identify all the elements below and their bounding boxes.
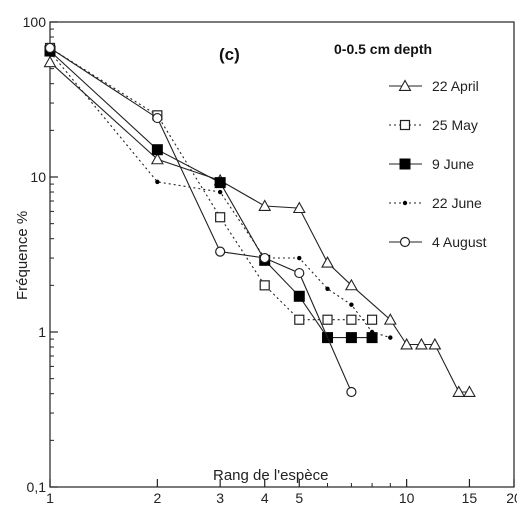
data-point [346,314,357,325]
series-1 [43,55,476,397]
data-point [43,55,57,68]
data-point [400,337,414,350]
data-point [258,199,272,211]
legend-marker [399,158,411,170]
data-point [294,267,305,279]
y-tick-label: 0,1 [27,479,47,495]
series-5 [44,42,357,398]
y-tick-label: 1 [38,324,46,340]
data-point [452,385,466,397]
data-point [349,302,354,307]
data-point [322,314,333,325]
data-point [366,314,378,325]
data-point [388,335,393,340]
legend: 22 April 25 May 9 June 22 June 4 August [389,78,487,250]
data-point [215,246,226,257]
data-point [344,278,358,291]
data-point [215,212,226,223]
series-layer [43,42,476,398]
data-point [217,189,223,195]
data-point [294,314,305,325]
series-2 [44,42,378,325]
legend-marker [399,119,411,131]
legend-marker [402,200,408,206]
data-point [297,255,302,261]
y-tick-label: 10 [30,169,46,185]
data-point [152,112,163,124]
legend-label: 4 August [432,234,487,250]
legend-label: 25 May [432,117,478,133]
legend-marker [399,236,411,248]
data-point [383,313,397,325]
series-line [49,47,373,321]
y-tick-label: 100 [23,14,47,30]
x-tick-label: 2 [153,490,161,506]
data-point [345,332,357,344]
data-point [292,201,306,214]
data-point [428,337,442,350]
legend-label: 9 June [432,156,474,172]
data-point [463,385,476,397]
panel-label: (c) [219,45,240,64]
data-point [150,152,164,165]
data-point [293,290,305,302]
series-line [49,50,373,339]
series-line [49,47,352,393]
data-point [346,386,357,398]
x-tick-label: 20 [506,490,517,506]
data-point [259,280,270,291]
x-tick-label: 5 [295,490,303,506]
chart-heading: 0-0.5 cm depth [334,41,432,57]
data-point [414,337,428,350]
data-point [214,177,226,189]
plot-frame [49,21,515,488]
legend-marker [398,79,412,91]
series-4 [47,49,393,340]
data-point [44,42,56,54]
x-axis-ticks: 1 2 3 4 5 10 15 20 [46,479,517,506]
data-point [321,256,334,268]
x-tick-label: 1 [46,490,54,506]
x-tick-label: 3 [216,490,224,506]
data-point [155,179,160,185]
series-3 [44,45,378,344]
series-line [49,51,391,339]
data-point [259,252,270,264]
y-axis-title: Fréquence % [14,211,31,300]
data-point [325,286,330,291]
x-tick-label: 10 [399,490,415,506]
x-tick-label: 15 [462,490,478,506]
x-tick-label: 4 [261,490,269,506]
legend-label: 22 June [432,195,482,211]
x-axis-title: Rang de l'espèce [213,467,328,484]
data-point [151,144,163,156]
data-point [369,329,375,335]
legend-label: 22 April [432,78,479,94]
